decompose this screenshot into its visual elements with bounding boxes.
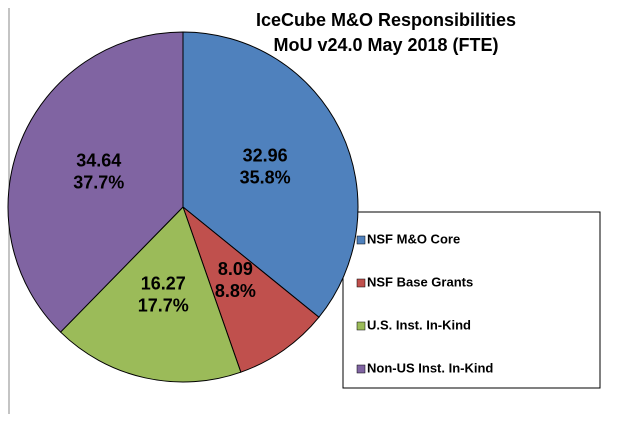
value-label: 8.09	[218, 259, 253, 279]
percent-label: 8.8%	[215, 281, 256, 301]
legend-swatch	[356, 321, 366, 331]
pie-slice	[7, 31, 184, 333]
pie-slice	[59, 206, 242, 383]
value-label: 34.64	[76, 150, 121, 170]
percent-label: 35.8%	[240, 168, 291, 188]
pie-slice	[182, 31, 359, 318]
legend-label: U.S. Inst. In-Kind	[367, 317, 471, 332]
value-label: 16.27	[141, 274, 186, 294]
legend-label: NSF M&O Core	[367, 231, 460, 246]
legend-swatch	[356, 235, 366, 245]
legend-swatch	[356, 278, 366, 288]
value-label: 32.96	[243, 146, 288, 166]
chart-title: IceCube M&O Responsibilities	[256, 10, 516, 30]
legend-label: NSF Base Grants	[367, 274, 473, 289]
chart-subtitle: MoU v24.0 May 2018 (FTE)	[273, 35, 498, 55]
legend-box	[342, 211, 601, 389]
legend-swatch	[356, 364, 366, 374]
pie-slice	[181, 205, 320, 373]
legend-label: Non-US Inst. In-Kind	[367, 360, 493, 375]
percent-label: 37.7%	[73, 172, 124, 192]
percent-label: 17.7%	[138, 296, 189, 316]
